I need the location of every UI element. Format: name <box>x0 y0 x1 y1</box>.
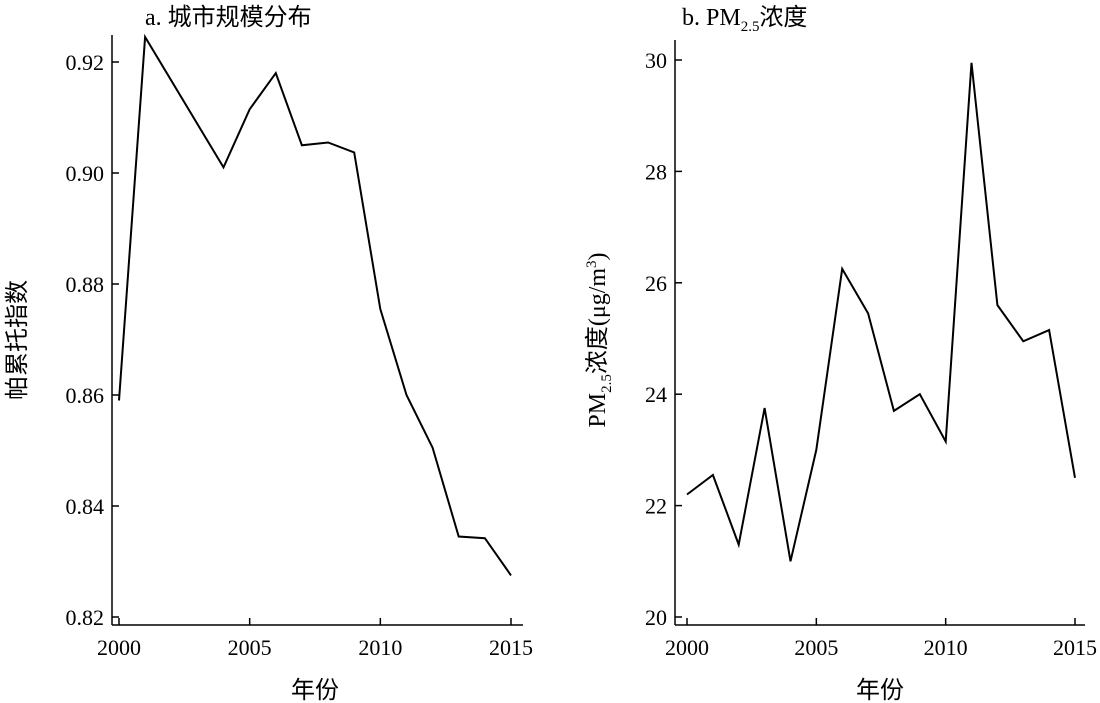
panel-b-series <box>686 62 1076 562</box>
panel-a-ytick-label: 0.88 <box>66 272 105 297</box>
panel-a-ytick-label: 0.90 <box>66 161 105 186</box>
panel-b-ytick-label: 24 <box>645 382 667 407</box>
panel-a-xtick-label: 2005 <box>228 635 272 660</box>
panel-b-ytick-label: 26 <box>645 271 667 296</box>
panel-b-ytick-label: 20 <box>645 605 667 630</box>
panel-b-ylabel-tail: 浓度(μg/m <box>584 268 611 375</box>
panel-b-ytick-label: 22 <box>645 494 667 519</box>
panel-a-ylabel: 帕累托指数 <box>4 280 31 400</box>
panel-a-ytick-label: 0.84 <box>66 494 105 519</box>
panel-b-ylabel-sub: 2.5 <box>599 374 615 393</box>
panel-b-xtick-label: 2015 <box>1053 635 1097 660</box>
panel-a-xtick-label: 2000 <box>97 635 141 660</box>
panel-b-title-sub: 2.5 <box>741 19 760 35</box>
panel-a-ytick-label: 0.86 <box>66 383 105 408</box>
panel-b-ylabel-main: PM <box>585 393 611 428</box>
panel-b-ylabel-close: ) <box>585 252 611 260</box>
panel-a-title: a. 城市规模分布 <box>145 4 312 31</box>
panel-b-title-tail: 浓度 <box>759 4 807 31</box>
panel-a-xtick-label: 2015 <box>489 635 533 660</box>
panel-a-xlabel: 年份 <box>291 677 339 703</box>
panel-b-ylabel: PM2.5浓度(μg/m3) <box>584 252 615 427</box>
panel-b-ylabel-sup: 3 <box>584 260 600 268</box>
panel-a-series-line <box>118 33 512 576</box>
panel-b-series-line <box>686 62 1076 562</box>
panel-b-title-main: b. PM <box>682 5 741 31</box>
panel-b-axes: 20 22 24 26 28 30 2000 2005 2010 2015 <box>645 40 1097 660</box>
panel-b-xlabel: 年份 <box>856 677 904 703</box>
panel-b-xtick-label: 2005 <box>794 635 838 660</box>
panel-b-ytick-label: 30 <box>645 48 667 73</box>
panel-a-xtick-label: 2010 <box>358 635 402 660</box>
panel-b-xtick-label: 2010 <box>924 635 968 660</box>
panel-a-ytick-label: 0.92 <box>66 50 105 75</box>
panel-a-series <box>118 33 512 576</box>
panel-b-xtick-label: 2000 <box>665 635 709 660</box>
panel-a-ytick-label: 0.82 <box>66 605 105 630</box>
panel-b-title: b. PM2.5浓度 <box>682 4 807 35</box>
panel-a-city-size: a. 城市规模分布 0.82 0.84 0.86 0.88 0.90 0.92 2000 20… <box>4 4 533 703</box>
panel-a-axes: 0.82 0.84 0.86 0.88 0.90 0.92 2000 2005 2010 2015 <box>66 35 533 660</box>
panel-b-ytick-label: 28 <box>645 159 667 184</box>
